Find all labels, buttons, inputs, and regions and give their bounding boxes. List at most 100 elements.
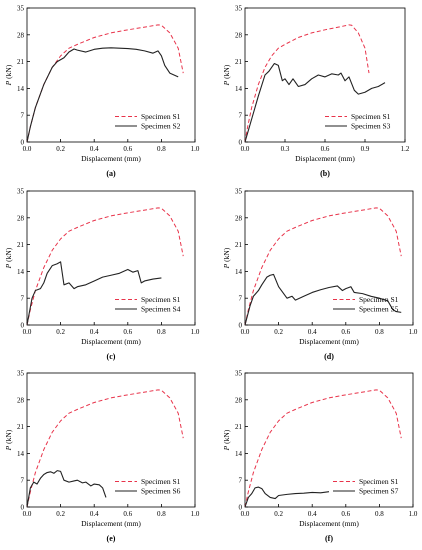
y-tick-label: 0: [21, 139, 25, 147]
x-axis-label: Displacement (mm): [299, 519, 359, 528]
series-line-specimen-s3: [244, 62, 386, 143]
series-line-specimen-s1: [26, 389, 184, 508]
y-tick-label: 0: [239, 139, 243, 147]
legend-label: Specimen S7: [359, 487, 399, 496]
x-tick-label: 0.6: [123, 145, 132, 153]
y-tick-label: 28: [235, 31, 243, 39]
x-tick-label: 0.2: [274, 328, 283, 336]
y-tick-label: 35: [235, 370, 243, 378]
panel-label: (e): [107, 534, 116, 543]
x-tick-label: 0.4: [308, 510, 317, 518]
x-tick-label: 0.4: [90, 145, 99, 153]
y-axis-label: P (kN): [222, 64, 231, 86]
x-tick-label: 0.8: [375, 328, 384, 336]
plot-frame: [26, 190, 196, 326]
chart-panel-4: 0.0 0.2 0.4 0.6 0.8 1.0 0 7 14 21 28 35 Displacement…: [222, 188, 418, 362]
y-tick-label: 35: [17, 5, 25, 13]
y-tick-label: 21: [235, 241, 243, 249]
y-tick-label: 14: [235, 85, 243, 93]
y-tick-label: 21: [235, 58, 243, 66]
y-tick-label: 0: [21, 322, 25, 330]
y-axis-label-unit: (kN): [4, 64, 13, 81]
x-tick-label: 0.2: [56, 510, 65, 518]
chart-panel-2: 0.0 0.3 0.6 0.9 1.2 0 7 14 21 28 35 Displacement (m…: [222, 5, 410, 179]
series-line-specimen-s1: [244, 389, 402, 508]
x-tick-label: 0.8: [157, 145, 166, 153]
legend-label: Specimen S1: [351, 112, 391, 121]
y-axis-label: P (kN): [4, 429, 13, 451]
y-tick-label: 28: [235, 214, 243, 222]
x-tick-label: 1.2: [401, 145, 410, 153]
legend-label: Specimen S3: [351, 122, 391, 131]
y-axis-label-unit: (kN): [222, 64, 231, 81]
panel-label: (b): [320, 169, 330, 178]
y-axis-label-symbol: P: [222, 80, 231, 86]
y-axis-label: P (kN): [222, 247, 231, 269]
y-tick-label: 7: [21, 477, 25, 485]
y-tick-label: 35: [17, 188, 25, 196]
legend-label: Specimen S1: [141, 477, 181, 486]
x-tick-label: 0.0: [23, 510, 32, 518]
chart-panel-3: 0.0 0.2 0.4 0.6 0.8 1.0 0 7 14 21 28 35 Displacement…: [4, 188, 200, 362]
x-axis-label: Displacement (mm): [295, 154, 355, 163]
x-tick-label: 0.2: [274, 510, 283, 518]
y-tick-label: 7: [239, 477, 243, 485]
legend-label: Specimen S5: [359, 305, 399, 314]
y-tick-label: 21: [17, 241, 25, 249]
y-tick-label: 7: [239, 112, 243, 120]
x-tick-label: 0.2: [56, 328, 65, 336]
x-tick-label: 0.8: [157, 328, 166, 336]
y-tick-label: 21: [17, 423, 25, 431]
chart-panel-1: 0.0 0.2 0.4 0.6 0.8 1.0 0 7 14 21 28 35 Displacement…: [4, 5, 200, 179]
series-line-specimen-s4: [26, 261, 162, 326]
legend-label: Specimen S1: [141, 295, 181, 304]
y-tick-label: 28: [17, 396, 25, 404]
legend-label: Specimen S1: [141, 112, 181, 121]
y-tick-label: 0: [239, 504, 243, 512]
y-tick-label: 21: [17, 58, 25, 66]
x-tick-label: 0.4: [90, 510, 99, 518]
x-tick-label: 0.4: [308, 328, 317, 336]
y-tick-label: 21: [235, 423, 243, 431]
series-line-specimen-s5: [244, 273, 402, 326]
x-tick-label: 0.6: [321, 145, 330, 153]
legend-label: Specimen S6: [141, 487, 181, 496]
chart-panel-6: 0.0 0.2 0.4 0.6 0.8 1.0 0 7 14 21 28 35 Displacement…: [222, 370, 418, 544]
y-axis-label-unit: (kN): [4, 247, 13, 264]
y-tick-label: 14: [17, 85, 25, 93]
y-tick-label: 14: [235, 450, 243, 458]
y-tick-label: 7: [239, 295, 243, 303]
y-tick-label: 14: [235, 268, 243, 276]
x-tick-label: 0.0: [241, 145, 250, 153]
x-tick-label: 0.6: [341, 510, 350, 518]
y-tick-label: 35: [235, 5, 243, 13]
y-tick-label: 14: [17, 450, 25, 458]
series-line-specimen-s1: [244, 24, 370, 143]
x-axis-label: Displacement (mm): [299, 337, 359, 346]
y-tick-label: 7: [21, 295, 25, 303]
plot-frame: [244, 190, 414, 326]
y-tick-label: 28: [235, 396, 243, 404]
plot-frame: [26, 7, 196, 143]
x-tick-label: 0.0: [241, 328, 250, 336]
series-line-specimen-s1: [26, 24, 184, 143]
y-axis-label-symbol: P: [222, 263, 231, 269]
y-axis-label-symbol: P: [4, 80, 13, 86]
plot-frame: [26, 372, 196, 508]
series-line-specimen-s1: [244, 207, 402, 326]
y-axis-label-unit: (kN): [222, 247, 231, 264]
series-line-specimen-s6: [26, 470, 107, 508]
chart-panel-5: 0.0 0.2 0.4 0.6 0.8 1.0 0 7 14 21 28 35 Displacement…: [4, 370, 200, 544]
y-axis-label-symbol: P: [4, 445, 13, 451]
y-axis-label-unit: (kN): [4, 429, 13, 446]
panel-label: (f): [325, 534, 333, 543]
x-tick-label: 1.0: [409, 510, 418, 518]
y-tick-label: 28: [17, 214, 25, 222]
legend-label: Specimen S2: [141, 122, 181, 131]
x-tick-label: 0.2: [56, 145, 65, 153]
y-axis-label: P (kN): [4, 247, 13, 269]
x-tick-label: 1.0: [191, 510, 200, 518]
x-axis-label: Displacement (mm): [81, 337, 141, 346]
x-axis-label: Displacement (mm): [81, 154, 141, 163]
y-tick-label: 14: [17, 268, 25, 276]
